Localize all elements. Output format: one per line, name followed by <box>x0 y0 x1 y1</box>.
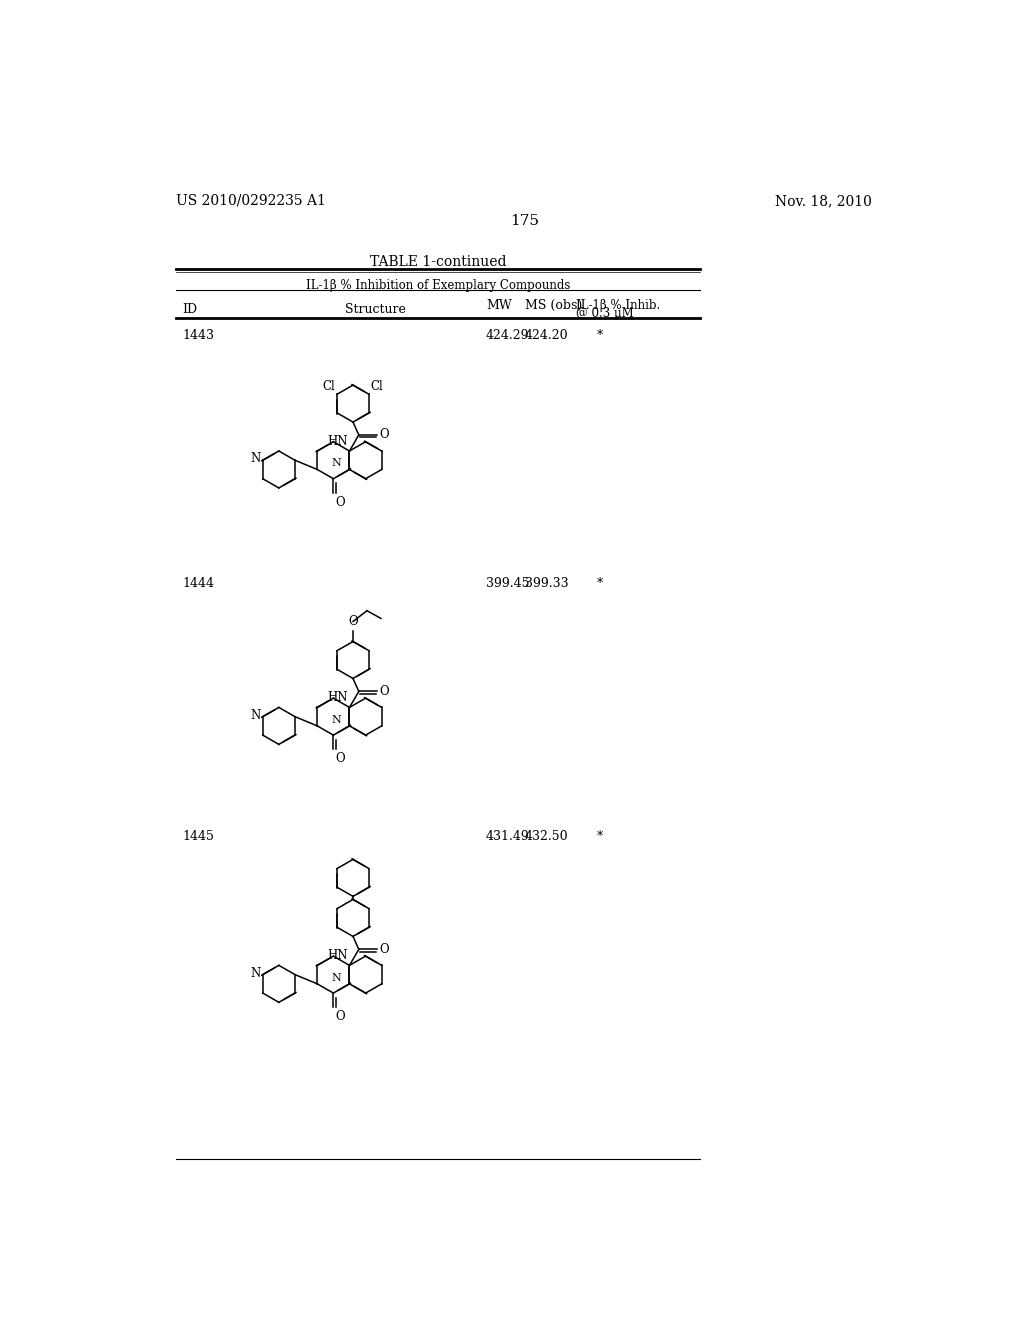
Text: US 2010/0292235 A1: US 2010/0292235 A1 <box>176 194 326 207</box>
Text: N: N <box>332 714 341 725</box>
Text: MS (obs): MS (obs) <box>524 300 582 313</box>
Text: Structure: Structure <box>345 304 406 317</box>
Text: O: O <box>335 1010 344 1023</box>
Text: 424.20: 424.20 <box>524 330 568 342</box>
Text: 1443: 1443 <box>182 330 214 342</box>
Text: Cl: Cl <box>371 380 383 393</box>
Text: TABLE 1-continued: TABLE 1-continued <box>370 255 506 269</box>
Text: N: N <box>332 973 341 982</box>
Text: 432.50: 432.50 <box>524 830 568 843</box>
Text: O: O <box>348 615 357 628</box>
Text: O: O <box>380 942 389 956</box>
Text: IL-1β % Inhib.: IL-1β % Inhib. <box>575 298 660 312</box>
Text: N: N <box>250 453 260 465</box>
Text: O: O <box>335 752 344 766</box>
Text: Cl: Cl <box>323 380 335 393</box>
Text: O: O <box>335 496 344 508</box>
Text: 431.49: 431.49 <box>486 830 529 843</box>
Text: 175: 175 <box>510 214 540 228</box>
Text: Nov. 18, 2010: Nov. 18, 2010 <box>775 194 872 207</box>
Text: 399.45: 399.45 <box>486 577 529 590</box>
Text: 1445: 1445 <box>182 830 214 843</box>
Text: 399.33: 399.33 <box>524 577 568 590</box>
Text: *: * <box>597 330 603 342</box>
Text: N: N <box>250 966 260 979</box>
Text: N: N <box>250 709 260 722</box>
Text: N: N <box>332 458 341 469</box>
Text: @ 0.3 μM: @ 0.3 μM <box>575 308 634 319</box>
Text: MW: MW <box>486 300 512 313</box>
Text: 1444: 1444 <box>182 577 214 590</box>
Text: IL-1β % Inhibition of Exemplary Compounds: IL-1β % Inhibition of Exemplary Compound… <box>306 279 570 292</box>
Text: 424.29: 424.29 <box>486 330 529 342</box>
Text: HN: HN <box>328 434 348 447</box>
Text: *: * <box>597 830 603 843</box>
Text: HN: HN <box>328 949 348 962</box>
Text: O: O <box>380 429 389 441</box>
Text: HN: HN <box>328 692 348 705</box>
Text: *: * <box>597 577 603 590</box>
Text: O: O <box>380 685 389 698</box>
Text: ID: ID <box>182 304 198 317</box>
